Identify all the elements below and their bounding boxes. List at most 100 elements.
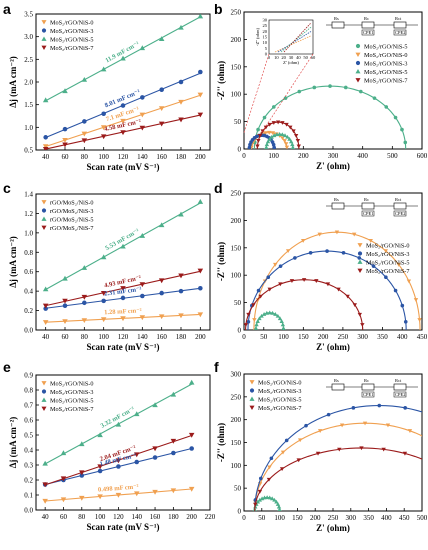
- data-point: [276, 504, 282, 509]
- slope-label: 1.28 mF cm⁻²: [104, 307, 142, 316]
- data-point: [267, 495, 272, 500]
- y-axis-title: -Z'' (ohm): [216, 242, 226, 281]
- data-point: [42, 303, 49, 309]
- panel-letter: f: [214, 359, 219, 375]
- legend-label: MoS₂/rGO/NiS-5: [366, 259, 409, 266]
- x-tick-label: 40: [42, 333, 50, 341]
- data-point: [79, 495, 85, 501]
- legend-label: MoS₂/rGO/NiS-7: [258, 405, 301, 412]
- data-point: [278, 264, 283, 268]
- data-point: [284, 122, 289, 127]
- data-point: [368, 239, 373, 243]
- data-point: [282, 133, 288, 138]
- x-tick-label: 160: [150, 513, 161, 521]
- data-point: [152, 402, 158, 408]
- x-tick-label: 150: [298, 333, 309, 341]
- data-point: [396, 262, 401, 267]
- y-axis-title: Δj (mA cm⁻²): [8, 56, 18, 108]
- data-point: [42, 147, 49, 150]
- legend: MoS₂/rGO/NiS-5MoS₂/rGO/NiS-0MoS₂/rGO/NiS…: [355, 43, 407, 84]
- series-d-1: [246, 249, 408, 330]
- data-point: [393, 115, 398, 120]
- legend-label: MoS₂/rGO/NiS-7: [366, 268, 409, 275]
- x-tick-label: 250: [338, 333, 349, 341]
- legend-marker: [357, 259, 363, 264]
- legend-label: rGO/MoS₂/NiS-0: [50, 199, 93, 206]
- y-tick-label: 0.0: [24, 327, 33, 335]
- inset-x-tick: 50: [303, 55, 308, 60]
- data-point: [120, 243, 126, 249]
- data-point: [278, 282, 283, 287]
- data-point: [360, 323, 365, 327]
- data-point: [352, 232, 357, 237]
- data-point: [312, 85, 317, 90]
- plot-area: [42, 199, 204, 325]
- legend-label: MoS₂/rGO/NiS-7: [364, 77, 407, 84]
- data-point: [252, 318, 257, 322]
- data-point: [267, 287, 272, 292]
- data-point: [62, 137, 68, 143]
- y-tick-label: 0.6: [24, 417, 33, 425]
- x-tick-label: 200: [310, 514, 321, 522]
- data-point: [269, 134, 274, 139]
- data-point: [244, 323, 249, 327]
- data-point: [159, 87, 164, 92]
- y-tick-label: 0.8: [24, 387, 33, 395]
- data-point: [407, 429, 413, 433]
- y-tick-label: 0.3: [24, 462, 33, 470]
- x-tick-label: 350: [363, 514, 374, 522]
- series-a-0: [42, 92, 204, 150]
- legend: MoS₂/rGO/NiS-0MoS₂/rGO/NiS-3MoS₂/rGO/NiS…: [249, 379, 301, 412]
- circuit-label: CPE2: [395, 30, 406, 35]
- fit-curve: [254, 422, 422, 511]
- data-point: [79, 470, 85, 476]
- legend-label: rGO/MoS₂/NiS-7: [50, 225, 93, 232]
- legend-marker: [41, 397, 47, 402]
- x-tick-label: 80: [81, 153, 89, 161]
- data-point: [178, 288, 184, 294]
- data-point: [101, 298, 106, 304]
- legend-label: MoS₂/rGO/NiS-3: [364, 60, 407, 67]
- y-tick-label: 250: [231, 393, 242, 401]
- data-point: [272, 105, 276, 109]
- y-tick-label: 1.2: [24, 210, 33, 218]
- legend-marker: [249, 388, 255, 393]
- data-point: [290, 145, 296, 149]
- x-tick-label: 100: [95, 513, 106, 521]
- data-point: [82, 300, 87, 306]
- fit-curve: [254, 447, 422, 511]
- data-point: [308, 251, 313, 255]
- legend-label: MoS₂/rGO/NiS-0: [258, 379, 301, 386]
- circuit-label: Rs: [334, 197, 339, 202]
- y-tick-label: 150: [231, 244, 242, 252]
- inset-curve: [283, 22, 312, 53]
- fit-curve: [254, 496, 281, 511]
- resistor: [331, 21, 345, 29]
- x-tick-label: 100: [278, 333, 289, 341]
- data-point: [79, 441, 85, 447]
- series-f-3: [253, 446, 422, 511]
- plot-area: [247, 84, 408, 149]
- data-point: [97, 468, 103, 474]
- data-point: [120, 118, 126, 124]
- y-axis-title: -Z'' (ohm): [216, 61, 226, 100]
- series-a-1: [43, 69, 203, 140]
- y-tick-label: 0.4: [24, 447, 33, 455]
- inset-x-tick: 60: [311, 55, 316, 60]
- legend-label: MoS₂/rGO/NiS-5: [50, 397, 93, 404]
- data-point: [139, 45, 146, 51]
- data-point: [97, 432, 103, 438]
- data-point: [267, 310, 272, 315]
- data-point: [406, 279, 412, 284]
- legend-marker: [357, 251, 363, 256]
- data-point: [296, 458, 301, 463]
- data-point: [253, 502, 258, 507]
- circuit-label: Rs: [334, 16, 339, 21]
- data-point: [116, 464, 121, 469]
- equivalent-circuit: Rs Rc Rct CPE1 CPE2: [326, 197, 418, 217]
- data-point: [264, 145, 269, 149]
- y-tick-label: 300: [231, 371, 242, 379]
- x-tick-label: 200: [298, 152, 309, 160]
- legend-marker: [41, 208, 47, 213]
- data-point: [198, 285, 203, 291]
